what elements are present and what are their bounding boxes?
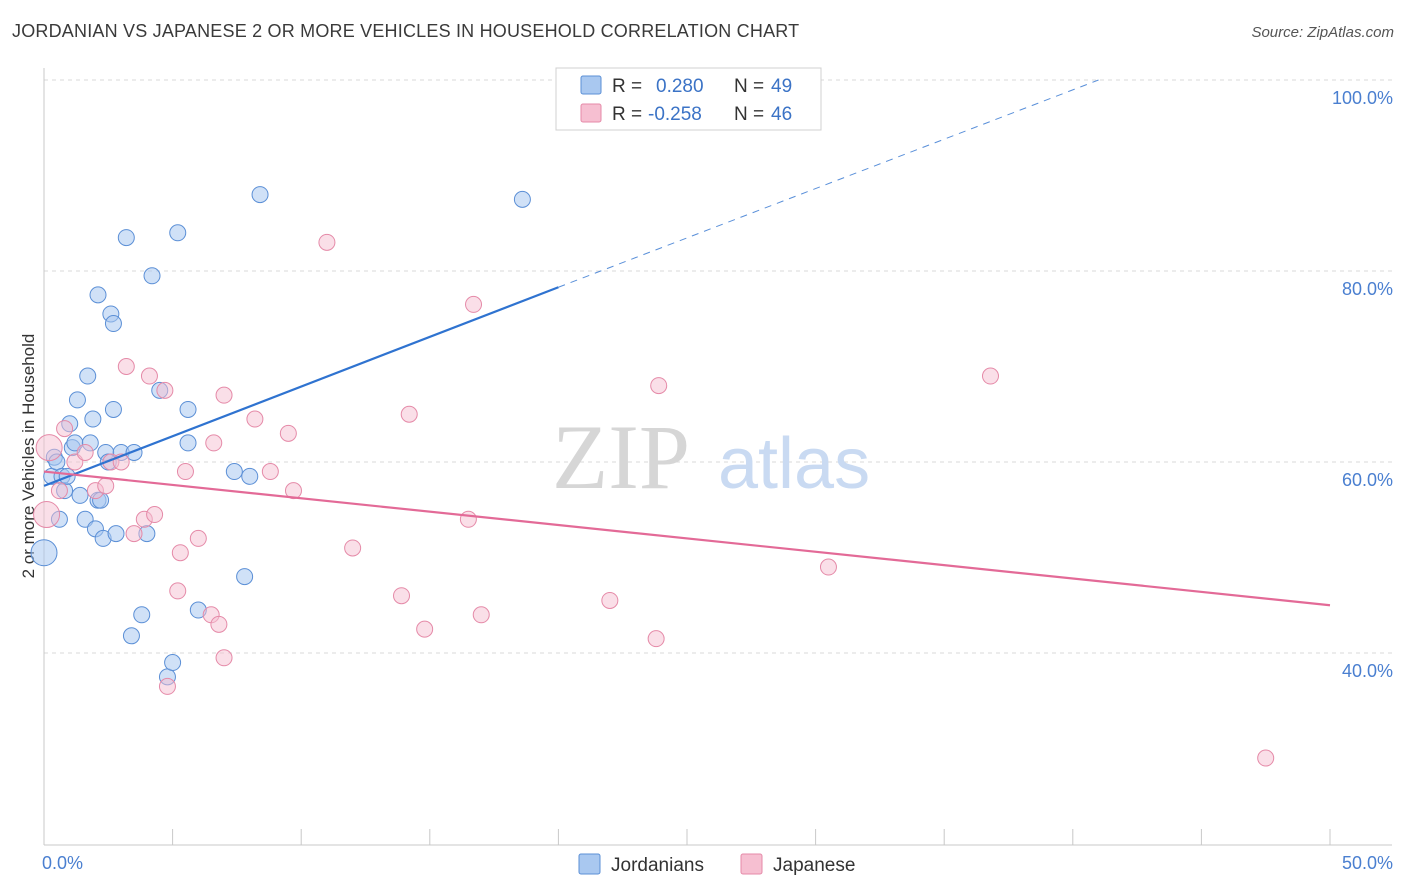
y-tick-label-100: 100.0% xyxy=(1332,88,1393,108)
japanese-point xyxy=(459,510,477,528)
japanese-point xyxy=(261,463,279,481)
bottom-legend-swatch-jordanians xyxy=(578,853,601,875)
bottom-legend-japanese: Japanese xyxy=(773,855,855,876)
jordanian-point xyxy=(179,434,197,452)
y-axis-label: 2 or more Vehicles in Household xyxy=(19,334,38,579)
chart-title: JORDANIAN VS JAPANESE 2 OR MORE VEHICLES… xyxy=(12,21,800,41)
jordanian-point xyxy=(107,525,125,543)
legend: R = 0.280 N = 49 R = -0.258 N = 46 xyxy=(555,67,822,131)
jordanian-point xyxy=(30,539,58,567)
legend-r-label-japanese: R = xyxy=(612,104,642,125)
japanese-point xyxy=(981,367,999,385)
jordanian-point xyxy=(117,229,135,247)
japanese-point xyxy=(140,367,158,385)
legend-r-label-jordanian: R = xyxy=(612,76,642,97)
x-tick-label-max: 50.0% xyxy=(1342,853,1393,873)
grid-lines xyxy=(44,79,1392,654)
japanese-point xyxy=(169,582,187,600)
legend-r-value-japanese: -0.258 xyxy=(648,104,702,125)
watermark-zip: ZIP xyxy=(552,406,690,508)
japanese-point xyxy=(156,381,174,399)
japanese-point xyxy=(819,558,837,576)
jordanian-point xyxy=(104,315,122,333)
x-tick-label-min: 0.0% xyxy=(42,853,83,873)
japanese-point xyxy=(176,463,194,481)
legend-swatch-japanese xyxy=(580,103,602,123)
y-tick-label-40: 40.0% xyxy=(1342,661,1393,681)
japanese-point xyxy=(35,434,63,462)
y-tick-label-80: 80.0% xyxy=(1342,279,1393,299)
japanese-point xyxy=(210,615,228,633)
japanese-point xyxy=(158,677,176,695)
japanese-point xyxy=(125,525,143,543)
japanese-trend-line xyxy=(43,470,1331,607)
jordanian-point xyxy=(79,367,97,385)
japanese-point xyxy=(171,544,189,562)
watermark: ZIP atlas xyxy=(552,406,870,508)
japanese-point xyxy=(650,377,668,395)
japanese-point xyxy=(117,358,135,375)
x-tick-marks xyxy=(43,829,1331,845)
japanese-point xyxy=(146,506,164,524)
jordanian-point xyxy=(236,568,254,586)
jordanian-point xyxy=(169,224,187,242)
jordanian-trend-line xyxy=(43,286,559,487)
legend-swatch-jordanian xyxy=(580,75,602,95)
trend-lines xyxy=(43,79,1331,607)
y-tick-labels: 40.0% 60.0% 80.0% 100.0% xyxy=(1332,88,1393,681)
legend-n-label-jordanian: N = xyxy=(734,76,764,97)
bottom-legend-jordanians: Jordanians xyxy=(611,855,704,876)
legend-n-value-jordanian: 49 xyxy=(771,76,792,97)
japanese-point xyxy=(50,482,68,500)
japanese-point xyxy=(393,587,411,605)
japanese-points xyxy=(33,233,1275,767)
jordanian-trend-extension xyxy=(558,79,1099,288)
jordanian-point xyxy=(164,654,182,672)
japanese-point xyxy=(215,386,233,404)
chart-source: Source: ZipAtlas.com xyxy=(1251,24,1394,41)
japanese-point xyxy=(416,620,434,638)
jordanian-point xyxy=(241,467,259,485)
jordanian-point xyxy=(133,606,151,624)
jordanian-point xyxy=(71,486,89,504)
japanese-point xyxy=(1257,749,1275,767)
japanese-point xyxy=(189,529,207,547)
jordanian-point xyxy=(104,400,122,418)
japanese-point xyxy=(601,591,619,609)
bottom-legend: Jordanians Japanese xyxy=(578,853,855,876)
japanese-point xyxy=(318,233,336,251)
japanese-point xyxy=(400,405,418,423)
jordanian-point xyxy=(513,190,531,208)
legend-r-value-jordanian: 0.280 xyxy=(656,76,704,97)
jordanian-point xyxy=(179,400,197,418)
japanese-point xyxy=(215,649,233,667)
japanese-point xyxy=(246,410,264,428)
japanese-point xyxy=(284,482,302,500)
jordanian-point xyxy=(251,186,269,204)
japanese-point xyxy=(647,630,665,648)
japanese-point xyxy=(97,477,115,495)
bottom-legend-swatch-japanese xyxy=(740,853,763,875)
japanese-point xyxy=(279,424,297,442)
jordanian-point xyxy=(143,267,161,285)
japanese-point xyxy=(472,606,490,624)
japanese-point xyxy=(56,420,74,438)
jordanian-point xyxy=(89,286,107,304)
watermark-atlas: atlas xyxy=(718,424,870,504)
japanese-point xyxy=(33,501,61,529)
japanese-point xyxy=(465,295,483,313)
legend-n-label-japanese: N = xyxy=(734,104,764,125)
japanese-point xyxy=(76,443,94,461)
jordanian-point xyxy=(84,410,102,428)
japanese-point xyxy=(344,539,362,557)
jordanian-point xyxy=(122,627,140,645)
japanese-point xyxy=(205,434,223,452)
legend-n-value-japanese: 46 xyxy=(771,104,792,125)
y-tick-label-60: 60.0% xyxy=(1342,470,1393,490)
jordanian-point xyxy=(68,391,86,409)
jordanian-point xyxy=(225,463,243,481)
